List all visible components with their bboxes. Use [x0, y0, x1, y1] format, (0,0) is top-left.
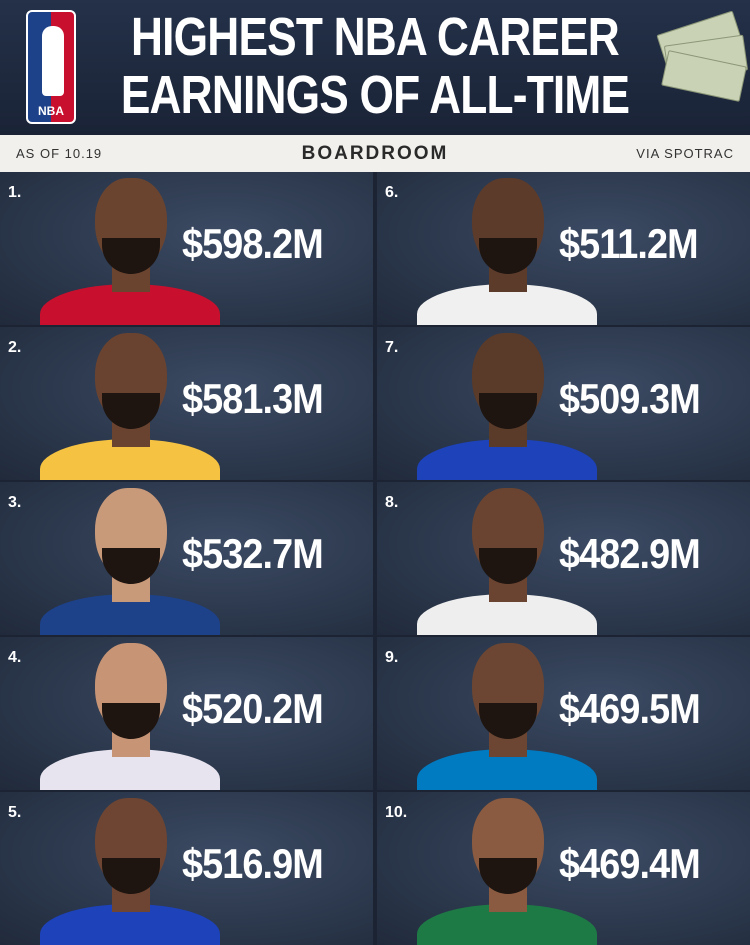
earnings-grid: 1. $598.2M 2. $581.3M 3. $532.7M 4. $520… [0, 172, 750, 945]
earnings-value: $532.7M [182, 530, 324, 577]
title-line-1: HIGHEST NBA CAREER [131, 7, 620, 67]
rank-label: 5. [8, 804, 22, 821]
rank-label: 7. [385, 339, 399, 356]
date-label: AS OF 10.19 [16, 146, 103, 161]
page-title: HIGHEST NBA CAREER EARNINGS OF ALL-TIME [88, 8, 662, 124]
player-card: 6. $511.2M [377, 172, 750, 325]
rank-label: 6. [385, 184, 399, 201]
rank-label: 4. [8, 649, 22, 666]
player-photo [417, 172, 597, 325]
player-card: 5. $516.9M [0, 792, 373, 945]
player-photo [40, 327, 220, 480]
player-card: 7. $509.3M [377, 327, 750, 480]
player-card: 1. $598.2M [0, 172, 373, 325]
player-card: 4. $520.2M [0, 637, 373, 790]
earnings-value: $581.3M [182, 375, 324, 422]
player-photo [40, 637, 220, 790]
player-card: 9. $469.5M [377, 637, 750, 790]
rank-label: 3. [8, 494, 22, 511]
rank-label: 9. [385, 649, 399, 666]
source-label: VIA SPOTRAC [636, 146, 734, 161]
player-photo [417, 482, 597, 635]
title-line-2: EARNINGS OF ALL-TIME [120, 65, 630, 125]
earnings-value: $511.2M [559, 220, 699, 267]
earnings-value: $598.2M [182, 220, 324, 267]
earnings-value: $516.9M [182, 840, 324, 887]
player-photo [417, 327, 597, 480]
rank-label: 2. [8, 339, 22, 356]
player-photo [40, 172, 220, 325]
earnings-value: $520.2M [182, 685, 324, 732]
player-photo [417, 637, 597, 790]
player-card: 10. $469.4M [377, 792, 750, 945]
earnings-value: $482.9M [559, 530, 701, 577]
rank-label: 1. [8, 184, 22, 201]
earnings-value: $469.4M [559, 840, 701, 887]
earnings-value: $469.5M [559, 685, 701, 732]
rank-label: 10. [385, 804, 408, 821]
player-photo [40, 482, 220, 635]
nba-logo: NBA [26, 10, 76, 124]
rank-label: 8. [385, 494, 399, 511]
earnings-value: $509.3M [559, 375, 701, 422]
header: NBA HIGHEST NBA CAREER EARNINGS OF ALL-T… [0, 0, 750, 135]
player-card: 2. $581.3M [0, 327, 373, 480]
info-band: AS OF 10.19 BOARDROOM VIA SPOTRAC [0, 135, 750, 172]
money-icon [656, 10, 749, 102]
player-card: 8. $482.9M [377, 482, 750, 635]
player-card: 3. $532.7M [0, 482, 373, 635]
